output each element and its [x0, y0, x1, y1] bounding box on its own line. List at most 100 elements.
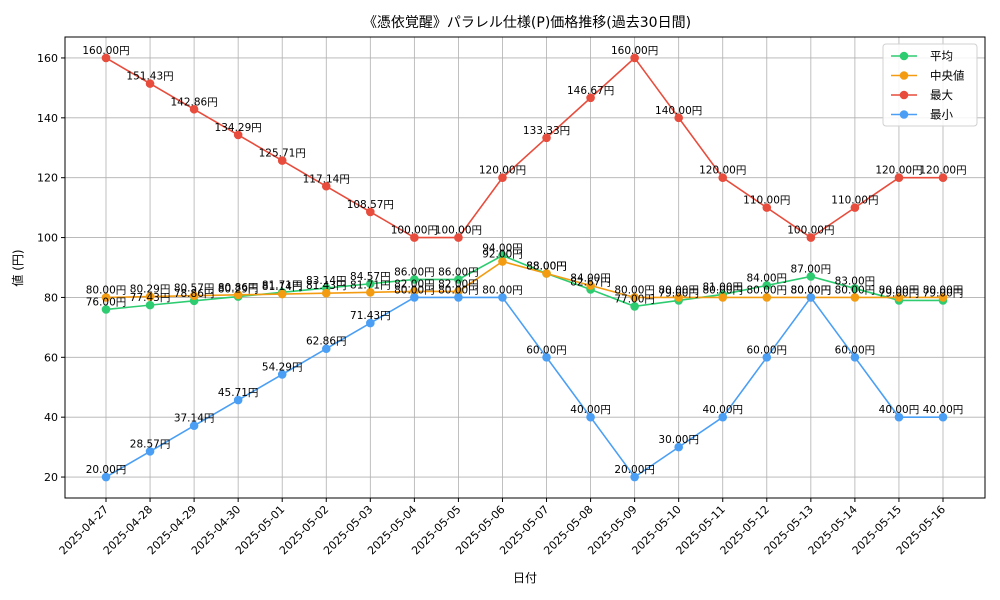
data-label: 79.00円: [923, 287, 964, 299]
data-label: 40.00円: [570, 404, 611, 416]
data-label: 80.29円: [218, 284, 259, 296]
data-label: 142.86円: [170, 96, 217, 108]
legend-marker-1: [899, 71, 909, 80]
series-marker-2: [542, 133, 551, 143]
data-label: 82.00円: [438, 278, 479, 290]
data-label: 28.57円: [130, 438, 171, 450]
series-marker-3: [806, 293, 816, 302]
series-marker-0: [498, 251, 507, 260]
data-label: 80.00円: [747, 284, 788, 296]
series-marker-3: [321, 344, 331, 354]
series-marker-0: [630, 302, 639, 311]
data-label: 80.57円: [174, 283, 215, 295]
grid: [65, 37, 985, 498]
data-label: 120.00円: [699, 165, 746, 177]
legend-marker-0: [899, 51, 909, 61]
series-marker-0: [366, 279, 375, 289]
data-label: 120.00円: [919, 165, 966, 177]
data-label: 83.00円: [835, 275, 876, 287]
data-label: 80.00円: [614, 284, 655, 296]
data-label: 81.43円: [306, 280, 347, 292]
data-label: 80.00円: [438, 284, 479, 296]
series-marker-1: [233, 290, 243, 300]
series-marker-2: [454, 233, 463, 242]
data-label: 40.00円: [879, 404, 920, 416]
data-label: 81.71円: [350, 279, 391, 291]
y-tick-label: 80: [44, 291, 58, 304]
series-marker-2: [366, 207, 375, 217]
series-marker-3: [894, 412, 904, 422]
series-marker-3: [454, 293, 463, 302]
data-label: 84.57円: [350, 271, 391, 283]
data-label: 108.57円: [347, 199, 394, 211]
data-label: 100.00円: [435, 225, 482, 237]
series-marker-1: [454, 287, 463, 296]
legend-marker-3: [899, 110, 909, 119]
series-marker-2: [938, 173, 948, 182]
series-marker-0: [806, 272, 816, 281]
data-label: 146.67円: [567, 85, 614, 97]
legend-label-1: 中央値: [930, 69, 965, 83]
series-marker-2: [498, 173, 507, 182]
series-marker-1: [321, 288, 331, 298]
series-marker-1: [850, 293, 860, 302]
series-marker-3: [586, 412, 595, 422]
data-label: 86.00円: [394, 266, 435, 278]
data-label: 88.00円: [526, 260, 567, 272]
data-label: 20.00円: [614, 464, 655, 476]
series-marker-1: [366, 288, 375, 297]
data-label: 78.86円: [174, 288, 215, 300]
data-label: 100.00円: [787, 225, 834, 237]
series-marker-3: [145, 447, 155, 456]
data-label: 40.00円: [923, 404, 964, 416]
series-marker-1: [101, 293, 111, 302]
data-label: 77.00円: [614, 293, 655, 305]
series-marker-0: [454, 275, 463, 284]
series-marker-1: [498, 257, 507, 266]
data-label: 80.00円: [482, 284, 523, 296]
data-label: 80.00円: [791, 284, 832, 296]
data-label: 71.43円: [350, 310, 391, 322]
series-marker-2: [586, 93, 595, 103]
data-label: 81.14円: [262, 281, 303, 293]
y-tick-label: 60: [44, 351, 58, 364]
series-marker-2: [894, 173, 904, 182]
data-label: 60.00円: [526, 344, 567, 356]
series-line-3: [105, 296, 943, 479]
series-marker-3: [366, 318, 375, 328]
series-marker-1: [674, 293, 683, 302]
plot-frame: [64, 36, 986, 499]
data-label: 40.00円: [702, 404, 743, 416]
data-label: 80.00円: [879, 284, 920, 296]
data-label: 84.00円: [747, 272, 788, 284]
series-marker-1: [189, 291, 199, 301]
data-label: 60.00円: [747, 344, 788, 356]
series-marker-3: [277, 370, 287, 379]
y-tick-label: 20: [44, 471, 58, 484]
series-marker-1: [762, 293, 772, 302]
data-label: 30.00円: [658, 434, 699, 446]
series-marker-2: [806, 233, 816, 242]
data-label: 87.00円: [791, 263, 832, 275]
series-marker-3: [189, 421, 199, 431]
y-tick-label: 140: [37, 112, 58, 125]
legend-box: [882, 43, 978, 127]
data-label: 79.00円: [658, 287, 699, 299]
data-label: 125.71円: [259, 148, 306, 160]
series-line-1: [105, 260, 943, 299]
legend-label-3: 最小: [930, 108, 953, 122]
series-marker-2: [189, 104, 199, 114]
data-label: 60.00円: [835, 344, 876, 356]
series-marker-0: [762, 281, 772, 290]
series-marker-3: [101, 472, 111, 482]
series-marker-1: [894, 293, 904, 302]
data-label: 120.00円: [875, 165, 922, 177]
data-label: 88.00円: [526, 260, 567, 272]
data-label: 80.00円: [923, 284, 964, 296]
series-marker-2: [277, 156, 287, 165]
series-marker-3: [498, 293, 507, 302]
series-marker-3: [542, 353, 551, 362]
series-marker-3: [938, 412, 948, 422]
series-marker-2: [674, 113, 683, 123]
